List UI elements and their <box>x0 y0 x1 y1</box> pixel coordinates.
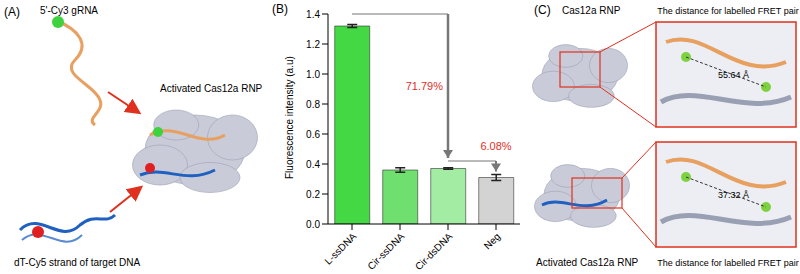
svg-text:Neg: Neg <box>482 231 503 252</box>
svg-text:dT-Cy5 strand of target DNA: dT-Cy5 strand of target DNA <box>14 257 140 268</box>
svg-text:1.2: 1.2 <box>306 39 320 50</box>
svg-text:The distance for labelled FRET: The distance for labelled FRET pair <box>657 6 798 16</box>
svg-text:Cir-ssDNA: Cir-ssDNA <box>365 230 406 271</box>
svg-text:(A): (A) <box>4 5 20 19</box>
svg-text:Cas12a RNP: Cas12a RNP <box>562 5 621 16</box>
svg-text:Activated Cas12a RNP: Activated Cas12a RNP <box>536 257 639 268</box>
svg-text:0.4: 0.4 <box>306 159 320 170</box>
svg-text:L-ssDNA: L-ssDNA <box>322 230 358 266</box>
svg-text:1.4: 1.4 <box>306 9 320 20</box>
svg-text:0.0: 0.0 <box>306 219 320 230</box>
svg-text:1.0: 1.0 <box>306 69 320 80</box>
svg-text:(C): (C) <box>534 3 551 17</box>
svg-text:0.6: 0.6 <box>306 129 320 140</box>
svg-text:55.64 Å: 55.64 Å <box>718 70 749 80</box>
svg-text:37.32 Å: 37.32 Å <box>718 190 749 200</box>
html-text:(B): (B) <box>272 2 288 16</box>
svg-text:Activated Cas12a RNP: Activated Cas12a RNP <box>160 83 263 94</box>
svg-text:Fluorescence intensity (a.u): Fluorescence intensity (a.u) <box>284 56 295 179</box>
svg-text:5'-Cy3 gRNA: 5'-Cy3 gRNA <box>40 5 98 16</box>
svg-text:6.08%: 6.08% <box>480 140 511 152</box>
svg-text:0.2: 0.2 <box>306 189 320 200</box>
svg-text:The distance for labelled FRET: The distance for labelled FRET pair <box>657 258 798 268</box>
svg-text:0.8: 0.8 <box>306 99 320 110</box>
svg-text:71.79%: 71.79% <box>406 80 444 92</box>
svg-text:Cir-dsDNA: Cir-dsDNA <box>413 230 455 272</box>
